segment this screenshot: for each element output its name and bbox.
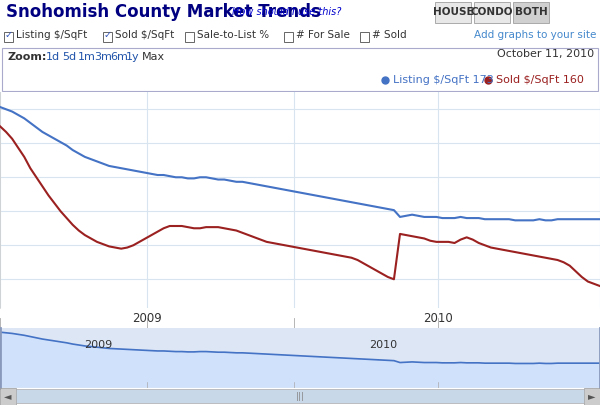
Text: How should I use this?: How should I use this? xyxy=(232,7,341,17)
FancyBboxPatch shape xyxy=(16,391,584,401)
FancyBboxPatch shape xyxy=(513,2,549,23)
Text: 5d: 5d xyxy=(62,52,76,62)
Text: BOTH: BOTH xyxy=(515,7,547,17)
Text: October 11, 2010: October 11, 2010 xyxy=(497,49,594,59)
Text: Zoom:: Zoom: xyxy=(7,52,46,62)
Text: 2010: 2010 xyxy=(369,340,397,350)
Text: ✓: ✓ xyxy=(104,30,112,40)
FancyBboxPatch shape xyxy=(4,32,13,42)
Text: 6m: 6m xyxy=(110,52,128,62)
FancyBboxPatch shape xyxy=(185,32,194,42)
Text: 2010: 2010 xyxy=(423,312,453,325)
Text: Listing $/SqFt 173: Listing $/SqFt 173 xyxy=(393,75,494,85)
FancyBboxPatch shape xyxy=(474,2,510,23)
Text: ◄: ◄ xyxy=(4,391,12,401)
Text: ✓: ✓ xyxy=(4,30,13,40)
Text: Sold $/SqFt 160: Sold $/SqFt 160 xyxy=(496,75,584,85)
FancyBboxPatch shape xyxy=(360,32,369,42)
FancyBboxPatch shape xyxy=(0,388,16,405)
FancyBboxPatch shape xyxy=(584,388,600,405)
FancyBboxPatch shape xyxy=(103,32,112,42)
Text: Snohomish County Market Trends: Snohomish County Market Trends xyxy=(6,3,321,21)
Text: Sold $/SqFt: Sold $/SqFt xyxy=(115,30,175,40)
Text: 2009: 2009 xyxy=(132,312,162,325)
Text: 1y: 1y xyxy=(126,52,140,62)
Text: ►: ► xyxy=(588,391,596,401)
Text: |||: ||| xyxy=(296,392,305,401)
Text: # Sold: # Sold xyxy=(372,30,407,40)
FancyBboxPatch shape xyxy=(284,32,293,42)
Text: Max: Max xyxy=(142,52,165,62)
Text: # For Sale: # For Sale xyxy=(296,30,350,40)
Text: Add graphs to your site: Add graphs to your site xyxy=(473,30,596,40)
FancyBboxPatch shape xyxy=(16,389,584,403)
FancyBboxPatch shape xyxy=(435,2,471,23)
Text: CONDO: CONDO xyxy=(471,7,513,17)
Text: Sale-to-List %: Sale-to-List % xyxy=(197,30,269,40)
Text: HOUSE: HOUSE xyxy=(433,7,473,17)
Text: Listing $/SqFt: Listing $/SqFt xyxy=(16,30,87,40)
Text: 2009: 2009 xyxy=(84,340,112,350)
Text: 3m: 3m xyxy=(94,52,112,62)
Text: 1d: 1d xyxy=(46,52,60,62)
Text: 1m: 1m xyxy=(78,52,96,62)
FancyBboxPatch shape xyxy=(2,48,598,91)
